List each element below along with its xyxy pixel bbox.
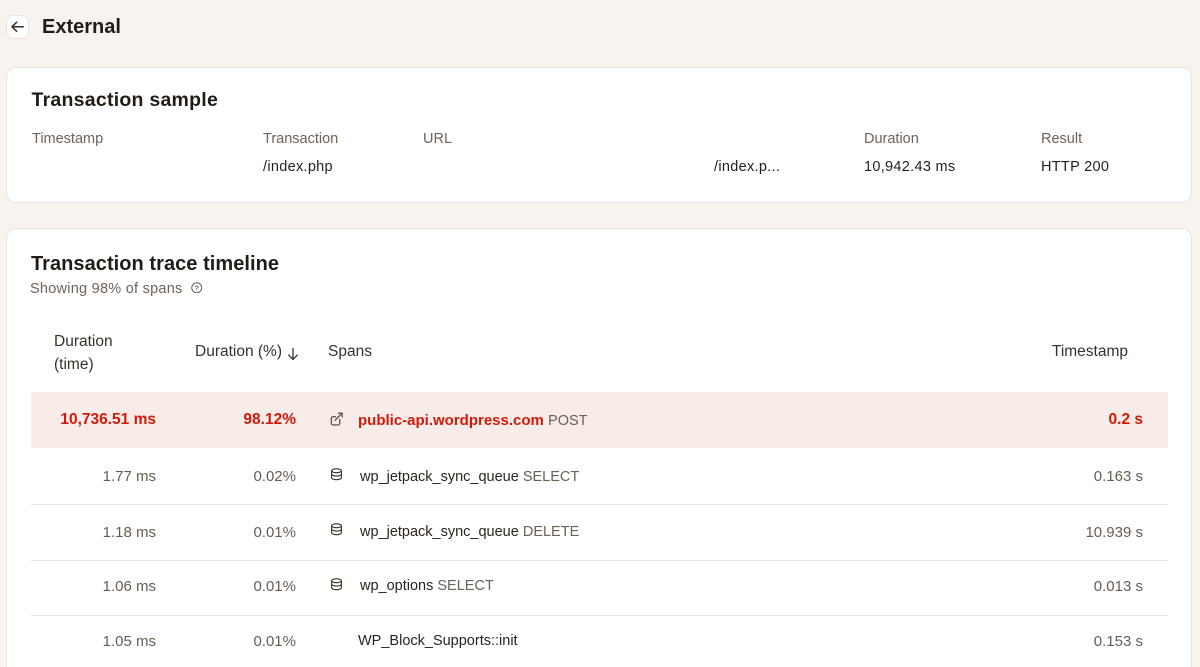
svg-text:?: ? [194,283,199,292]
